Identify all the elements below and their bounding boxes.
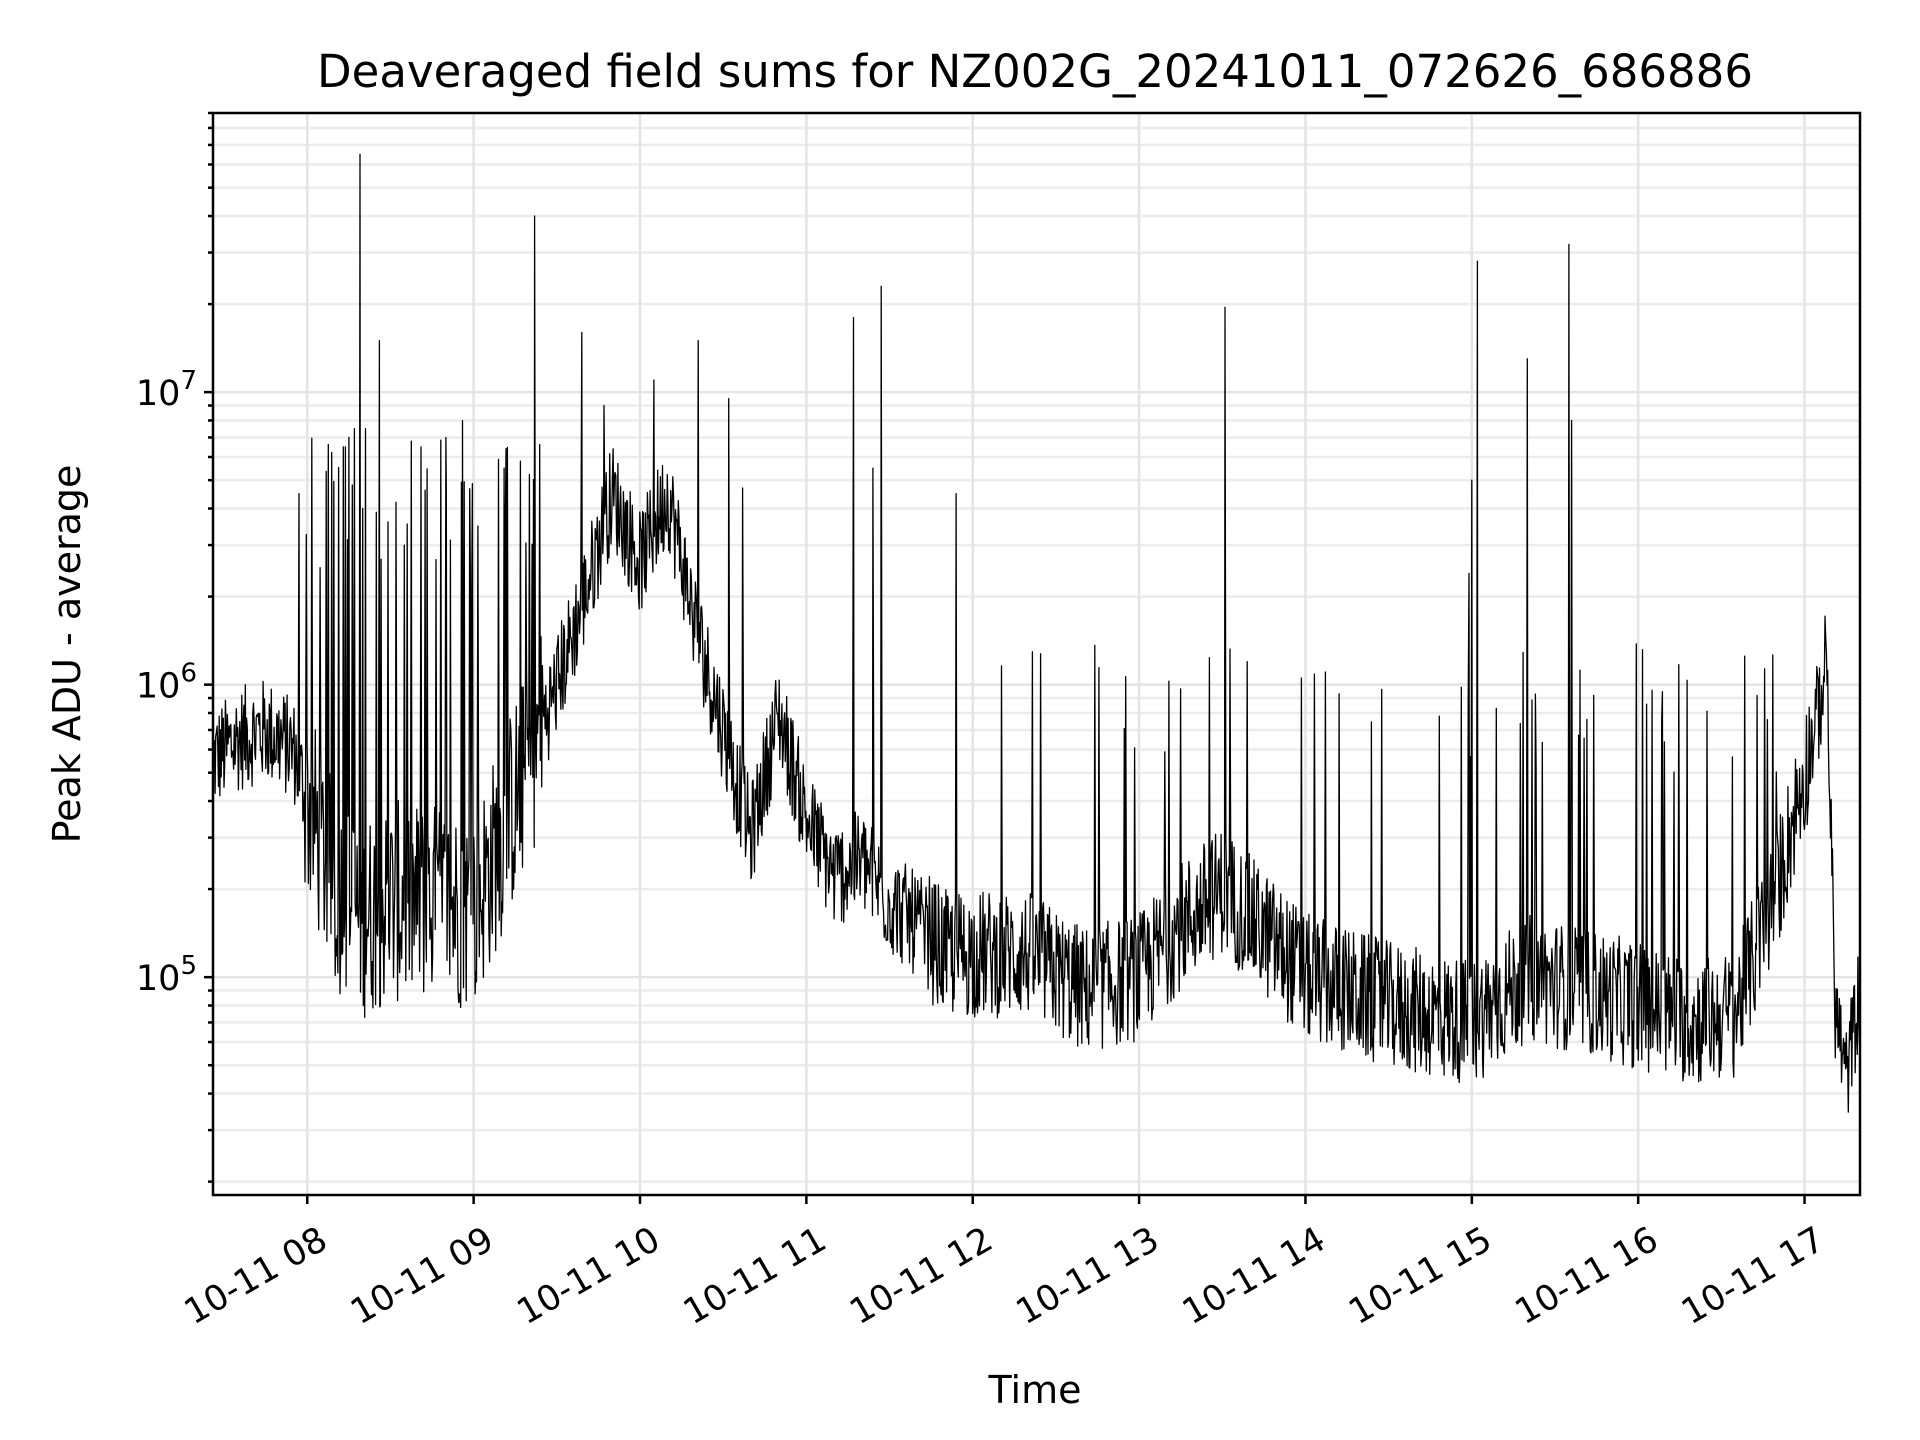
grid (213, 111, 1860, 1195)
y-tick-label: 107 (136, 366, 197, 414)
x-tick-label: 10-11 14 (1176, 1220, 1332, 1333)
x-tick-label: 10-11 08 (178, 1220, 334, 1333)
x-axis: 10-11 08 10-11 09 10-11 10 10-11 11 10-11 12… (178, 1195, 1831, 1333)
y-axis-label: Peak ADU - average (45, 465, 89, 844)
y-axis: 105 106 107 (136, 111, 213, 1183)
x-tick-label: 10-11 16 (1509, 1220, 1665, 1333)
plot-frame (211, 111, 1862, 1197)
x-tick-label: 10-11 12 (843, 1220, 999, 1333)
x-tick-label: 10-11 09 (344, 1220, 500, 1333)
y-tick-label: 105 (136, 951, 197, 999)
chart-title: Deaveraged field sums for NZ002G_2024101… (317, 45, 1753, 98)
x-tick-label: 10-11 11 (677, 1220, 833, 1333)
y-tick-label: 106 (136, 659, 197, 707)
series-line (212, 153, 1861, 1113)
x-tick-label: 10-11 17 (1675, 1220, 1831, 1333)
x-tick-label: 10-11 10 (511, 1220, 667, 1333)
x-tick-label: 10-11 15 (1342, 1220, 1498, 1333)
x-tick-label: 10-11 13 (1010, 1220, 1166, 1333)
x-axis-label: Time (988, 1368, 1082, 1412)
